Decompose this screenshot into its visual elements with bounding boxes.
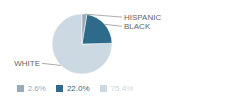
- svg-text:BLACK: BLACK: [124, 22, 151, 31]
- html-text:75.4%: 75.4%: [110, 84, 134, 93]
- html-text:22.0%: 22.0%: [66, 84, 90, 93]
- html-text:2.6%: 2.6%: [27, 84, 46, 93]
- svg-text:WHITE: WHITE: [14, 59, 40, 68]
- svg-text:HISPANIC: HISPANIC: [124, 13, 161, 22]
